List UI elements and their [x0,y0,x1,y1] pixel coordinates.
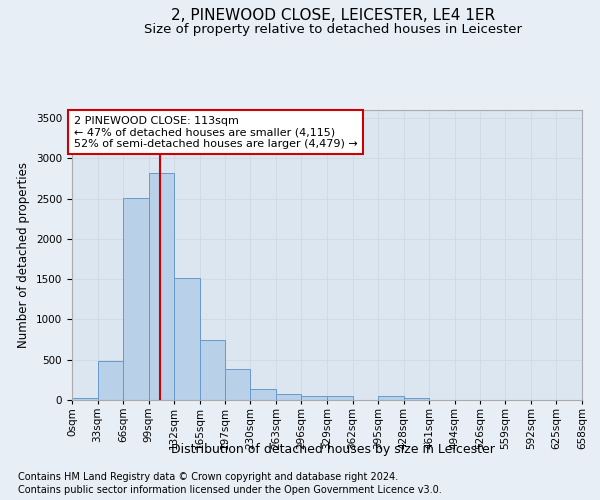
Bar [404,398,430,400]
Bar [72,398,98,400]
Bar [327,396,353,400]
Y-axis label: Number of detached properties: Number of detached properties [17,162,31,348]
Bar [98,362,123,400]
Text: Size of property relative to detached houses in Leicester: Size of property relative to detached ho… [144,22,522,36]
Bar [123,198,149,400]
Bar [250,388,276,400]
Text: 2 PINEWOOD CLOSE: 113sqm
← 47% of detached houses are smaller (4,115)
52% of sem: 2 PINEWOOD CLOSE: 113sqm ← 47% of detach… [74,116,358,149]
Text: 2, PINEWOOD CLOSE, LEICESTER, LE4 1ER: 2, PINEWOOD CLOSE, LEICESTER, LE4 1ER [171,8,495,22]
Bar [149,173,175,400]
Text: Contains public sector information licensed under the Open Government Licence v3: Contains public sector information licen… [18,485,442,495]
Bar [224,370,250,400]
Bar [200,340,226,400]
Bar [378,396,404,400]
Text: Contains HM Land Registry data © Crown copyright and database right 2024.: Contains HM Land Registry data © Crown c… [18,472,398,482]
Text: Distribution of detached houses by size in Leicester: Distribution of detached houses by size … [171,442,495,456]
Bar [276,394,301,400]
Bar [301,396,327,400]
Bar [175,278,200,400]
